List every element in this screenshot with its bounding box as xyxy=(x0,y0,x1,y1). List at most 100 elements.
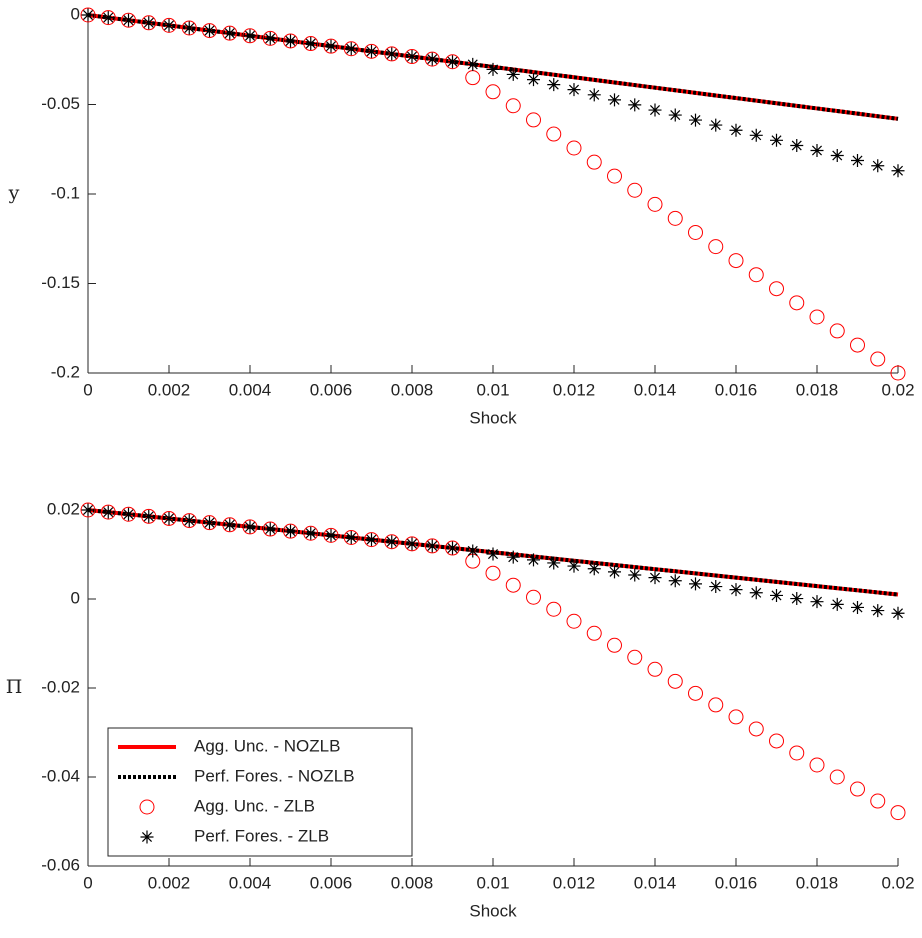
star-marker xyxy=(547,556,561,570)
star-marker xyxy=(81,8,95,22)
y-tick-label: -0.05 xyxy=(41,94,80,113)
star-marker xyxy=(466,544,480,558)
star-marker xyxy=(567,559,581,573)
star-marker xyxy=(385,47,399,61)
star-marker xyxy=(891,606,905,620)
star-marker xyxy=(304,526,318,540)
circle-marker xyxy=(121,12,136,28)
star-marker xyxy=(830,597,844,611)
star-marker xyxy=(425,539,439,553)
circle-marker xyxy=(262,521,278,537)
circle-marker xyxy=(303,36,319,52)
circle-marker xyxy=(100,504,116,520)
circle-marker xyxy=(890,805,906,821)
star-marker xyxy=(425,52,439,66)
x-tick-label: 0.008 xyxy=(391,873,434,892)
x-tick-label: 0 xyxy=(83,380,92,399)
star-marker xyxy=(223,518,237,532)
star-marker xyxy=(162,511,176,525)
circle-marker xyxy=(667,673,683,689)
star-marker xyxy=(344,530,358,544)
x-tick-label: 0.012 xyxy=(553,380,596,399)
circle-marker xyxy=(607,637,622,653)
circle-marker xyxy=(161,17,177,33)
circle-marker xyxy=(445,540,460,556)
x-tick-label: 0.006 xyxy=(310,873,353,892)
circle-marker xyxy=(789,295,805,311)
circle-marker xyxy=(424,538,440,554)
star-marker xyxy=(830,149,844,163)
circle-marker xyxy=(202,515,217,531)
circle-marker xyxy=(566,613,582,629)
circle-marker xyxy=(647,196,663,212)
x-tick-label: 0.006 xyxy=(310,380,353,399)
star-marker xyxy=(709,118,723,132)
star-marker xyxy=(871,604,885,618)
star-marker xyxy=(365,533,378,547)
circle-marker xyxy=(708,697,724,713)
circle-marker xyxy=(728,709,744,725)
circle-marker xyxy=(121,506,136,522)
circle-marker xyxy=(80,502,96,518)
y-tick-label: -0.06 xyxy=(41,855,80,874)
legend-label: Agg. Unc. - ZLB xyxy=(194,796,315,815)
circle-marker xyxy=(242,28,258,44)
y-tick-label: -0.1 xyxy=(51,183,80,202)
star-marker xyxy=(182,21,196,35)
circle-marker xyxy=(364,532,379,548)
star-marker xyxy=(668,574,682,588)
circle-marker xyxy=(566,140,582,156)
star-marker xyxy=(668,108,682,122)
x-axis-label: Shock xyxy=(469,408,517,427)
circle-marker xyxy=(242,519,258,535)
circle-marker xyxy=(384,46,400,62)
y-tick-label: -0.15 xyxy=(41,273,80,292)
circle-marker xyxy=(870,351,886,367)
star-marker xyxy=(486,62,500,76)
star-marker xyxy=(405,537,419,551)
circle-marker xyxy=(161,510,177,526)
x-tick-label: 0.018 xyxy=(796,873,839,892)
circle-marker xyxy=(445,54,460,70)
circle-marker xyxy=(485,84,501,100)
star-marker xyxy=(790,592,804,606)
circle-marker xyxy=(303,525,319,541)
star-marker xyxy=(142,16,156,30)
star-marker xyxy=(223,26,237,40)
star-marker xyxy=(284,34,297,48)
y-tick-label: 0.02 xyxy=(47,499,80,518)
circle-marker xyxy=(526,589,541,605)
circle-marker xyxy=(850,781,865,797)
star-marker xyxy=(587,88,601,102)
star-marker xyxy=(689,577,702,591)
circle-marker xyxy=(181,20,197,36)
circle-marker xyxy=(222,25,238,41)
star-marker xyxy=(142,509,156,523)
circle-marker xyxy=(627,649,643,665)
circle-marker xyxy=(100,10,116,26)
star-marker xyxy=(81,503,95,517)
y-axis-label: Π xyxy=(6,676,23,698)
circle-marker xyxy=(627,182,643,198)
star-marker xyxy=(891,164,905,178)
y-tick-label: -0.02 xyxy=(41,677,80,696)
circle-marker xyxy=(505,98,521,114)
x-tick-label: 0.004 xyxy=(229,873,272,892)
star-marker xyxy=(729,583,743,597)
circle-marker xyxy=(829,769,845,785)
x-tick-label: 0.012 xyxy=(553,873,596,892)
star-marker xyxy=(122,13,135,27)
y-tick-label: -0.04 xyxy=(41,766,80,785)
star-marker xyxy=(749,586,763,600)
star-marker xyxy=(203,516,216,530)
star-marker xyxy=(790,138,804,152)
y-tick-label: -0.2 xyxy=(51,362,80,381)
circle-marker xyxy=(323,527,339,543)
circle-marker xyxy=(586,154,602,170)
circle-marker xyxy=(586,625,602,641)
circle-marker xyxy=(485,565,501,581)
circle-marker xyxy=(647,661,663,677)
star-marker xyxy=(304,37,318,51)
circle-marker xyxy=(870,793,886,809)
circle-marker xyxy=(404,536,420,552)
